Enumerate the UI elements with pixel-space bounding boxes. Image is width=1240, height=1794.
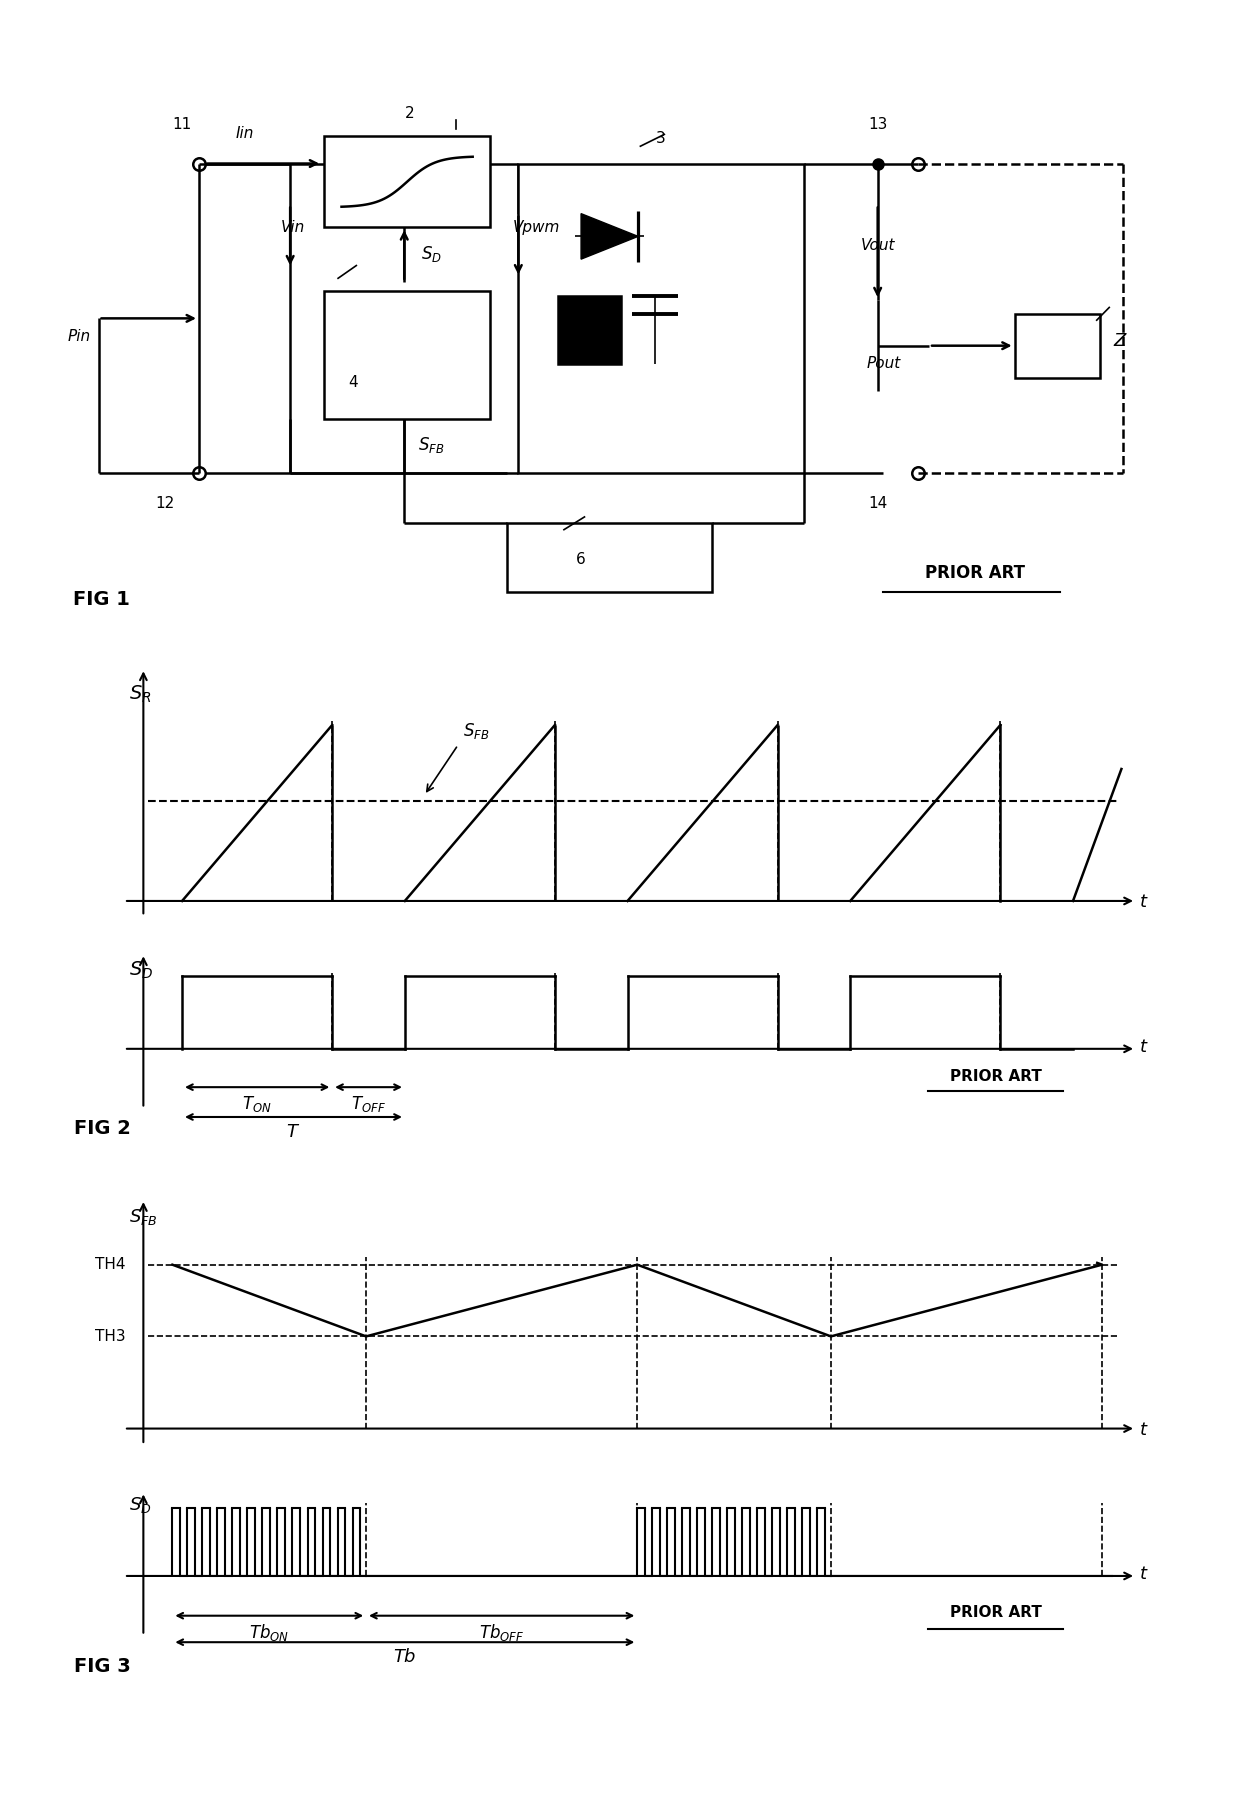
Text: $S_{FB}$: $S_{FB}$ — [463, 721, 490, 741]
Text: Vout: Vout — [861, 239, 895, 253]
Text: $Tb_{OFF}$: $Tb_{OFF}$ — [479, 1622, 525, 1643]
Text: $T$: $T$ — [286, 1123, 300, 1141]
Text: 4: 4 — [348, 375, 357, 389]
Text: Pout: Pout — [867, 357, 900, 371]
Text: 3: 3 — [656, 131, 666, 147]
Bar — [518, 163, 804, 474]
Text: TH4: TH4 — [95, 1258, 126, 1272]
Text: 14: 14 — [868, 495, 888, 511]
Text: $S_D$: $S_D$ — [422, 244, 443, 264]
Text: $T_{OFF}$: $T_{OFF}$ — [351, 1094, 386, 1114]
Text: $S_D$: $S_D$ — [129, 1494, 151, 1514]
Bar — [558, 296, 621, 364]
Polygon shape — [582, 213, 639, 258]
Text: Vin: Vin — [281, 221, 305, 235]
Text: $S_{FB}$: $S_{FB}$ — [129, 1207, 157, 1227]
Text: $S_R$: $S_R$ — [129, 684, 151, 705]
Text: PRIOR ART: PRIOR ART — [950, 1606, 1042, 1620]
Text: $Tb_{ON}$: $Tb_{ON}$ — [249, 1622, 289, 1643]
Text: $t$: $t$ — [1138, 1039, 1148, 1057]
Text: 13: 13 — [868, 117, 888, 133]
Text: $Tb$: $Tb$ — [393, 1649, 417, 1667]
Text: FIG 1: FIG 1 — [73, 590, 130, 610]
Bar — [1014, 314, 1100, 377]
Text: $T_{ON}$: $T_{ON}$ — [242, 1094, 272, 1114]
Text: 11: 11 — [172, 117, 191, 133]
Text: FIG 2: FIG 2 — [74, 1119, 131, 1137]
Text: TH3: TH3 — [95, 1329, 126, 1344]
Bar — [325, 136, 490, 228]
Text: Vpwm: Vpwm — [512, 221, 560, 235]
Text: PRIOR ART: PRIOR ART — [950, 1069, 1042, 1084]
Bar — [325, 291, 490, 418]
Text: 12: 12 — [155, 495, 175, 511]
Text: $S_{FB}$: $S_{FB}$ — [418, 436, 444, 456]
Text: $t$: $t$ — [1138, 893, 1148, 911]
Text: $t$: $t$ — [1138, 1566, 1148, 1584]
Text: 2: 2 — [405, 106, 414, 120]
Text: Iin: Iin — [236, 126, 254, 142]
Text: $t$: $t$ — [1138, 1421, 1148, 1439]
Text: Z: Z — [1114, 332, 1126, 350]
Text: 6: 6 — [577, 553, 587, 567]
Text: $S_D$: $S_D$ — [129, 960, 153, 981]
Bar — [507, 524, 712, 592]
Text: FIG 3: FIG 3 — [74, 1658, 131, 1676]
Text: PRIOR ART: PRIOR ART — [925, 563, 1024, 581]
Text: Pin: Pin — [68, 328, 91, 344]
